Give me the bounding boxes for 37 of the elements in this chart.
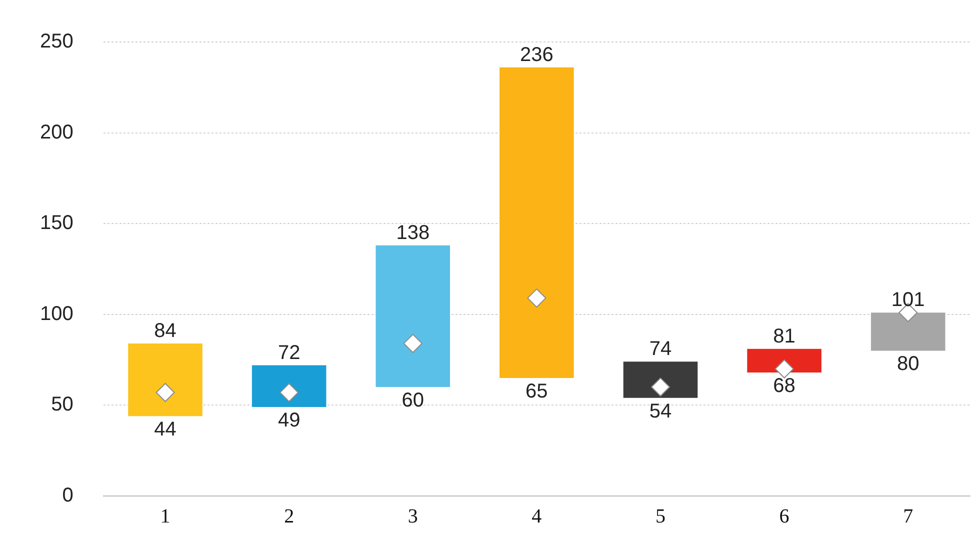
annotation: 44 [154, 418, 176, 441]
bar [500, 67, 574, 378]
y-tick-label: 250 [40, 30, 74, 53]
point [156, 382, 175, 402]
y-tick-label: 0 [62, 484, 74, 507]
data-label: 236 [520, 44, 554, 66]
x-tick-label: 5 [655, 505, 666, 528]
y-tick-label: 50 [51, 394, 74, 416]
annotation: 49 [278, 410, 300, 432]
annotation: 65 [526, 380, 548, 402]
x-tick-label: 7 [903, 505, 914, 528]
point [403, 334, 422, 353]
annotation: 68 [773, 375, 796, 398]
point [527, 288, 546, 308]
y-tick-label: 150 [40, 212, 74, 234]
bar [623, 362, 698, 398]
x-tick-label: 1 [160, 505, 170, 528]
data-label: 138 [396, 222, 430, 244]
bar [870, 312, 946, 351]
bar [128, 343, 202, 416]
data-label: 101 [891, 289, 925, 312]
data-label: 81 [773, 325, 796, 348]
x-tick-label: 3 [408, 505, 418, 528]
annotation: 60 [402, 390, 424, 412]
bar [747, 348, 822, 373]
data-label: 74 [649, 338, 672, 360]
data-label: 72 [278, 342, 300, 364]
y-tick-label: 100 [40, 302, 74, 325]
x-tick-label: 4 [532, 505, 542, 528]
data-label: 84 [154, 320, 176, 342]
bar [252, 365, 326, 408]
x-tick-label: 6 [779, 505, 790, 528]
annotation: 54 [649, 400, 672, 422]
annotation: 80 [896, 353, 920, 376]
bar [376, 245, 450, 388]
y-tick-label: 200 [40, 121, 74, 144]
x-tick-label: 2 [284, 505, 294, 528]
